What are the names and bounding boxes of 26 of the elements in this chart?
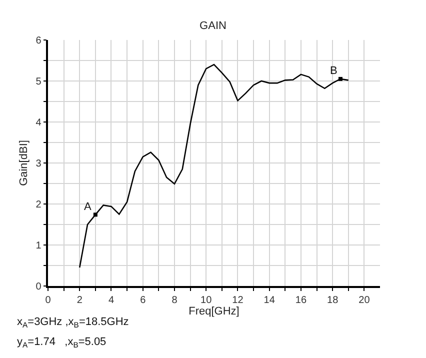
line-series (78, 64, 350, 268)
text: y$_{A}$=1.74 ,x$_{B}$=5.05 (17, 336, 106, 350)
text: x$_{A}$=3GHz ,x$_{B}$=18.5GHz (17, 316, 129, 330)
y-tick-label: 1 (36, 240, 42, 252)
x-tick-label: 8 (172, 294, 178, 306)
y-tick-label: 3 (36, 158, 42, 170)
x-tick-label: 0 (45, 294, 52, 306)
x-tick-label: 6 (140, 294, 146, 306)
x-tick-label: 12 (232, 294, 244, 306)
x-tick-label: 14 (264, 294, 276, 306)
y-tick-label: 4 (36, 118, 42, 128)
y-axis-title: Gain[dBI] (18, 140, 30, 186)
x-tick-label: 18 (327, 294, 339, 306)
x-tick-label: 2 (76, 294, 83, 306)
y-tick-label: 5 (36, 76, 42, 88)
x-axis-title: Freq[GHz] (188, 306, 240, 318)
y-tick-label: 0 (36, 282, 42, 292)
x-tick-label: 10 (200, 294, 212, 306)
x-tick-label: 4 (108, 294, 114, 306)
x-tick-label: 20 (358, 294, 370, 306)
chart-title: GAIN (200, 20, 226, 32)
y-tick-label: 2 (36, 200, 42, 210)
x-tick-label: 16 (295, 294, 307, 306)
y-tick-label: 6 (36, 36, 42, 46)
annotation: A (84, 201, 92, 213)
annotation: B (330, 65, 338, 77)
